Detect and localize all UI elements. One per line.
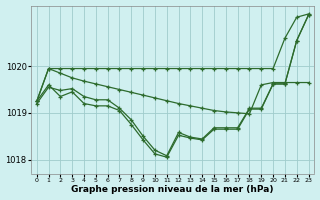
X-axis label: Graphe pression niveau de la mer (hPa): Graphe pression niveau de la mer (hPa)	[71, 185, 274, 194]
